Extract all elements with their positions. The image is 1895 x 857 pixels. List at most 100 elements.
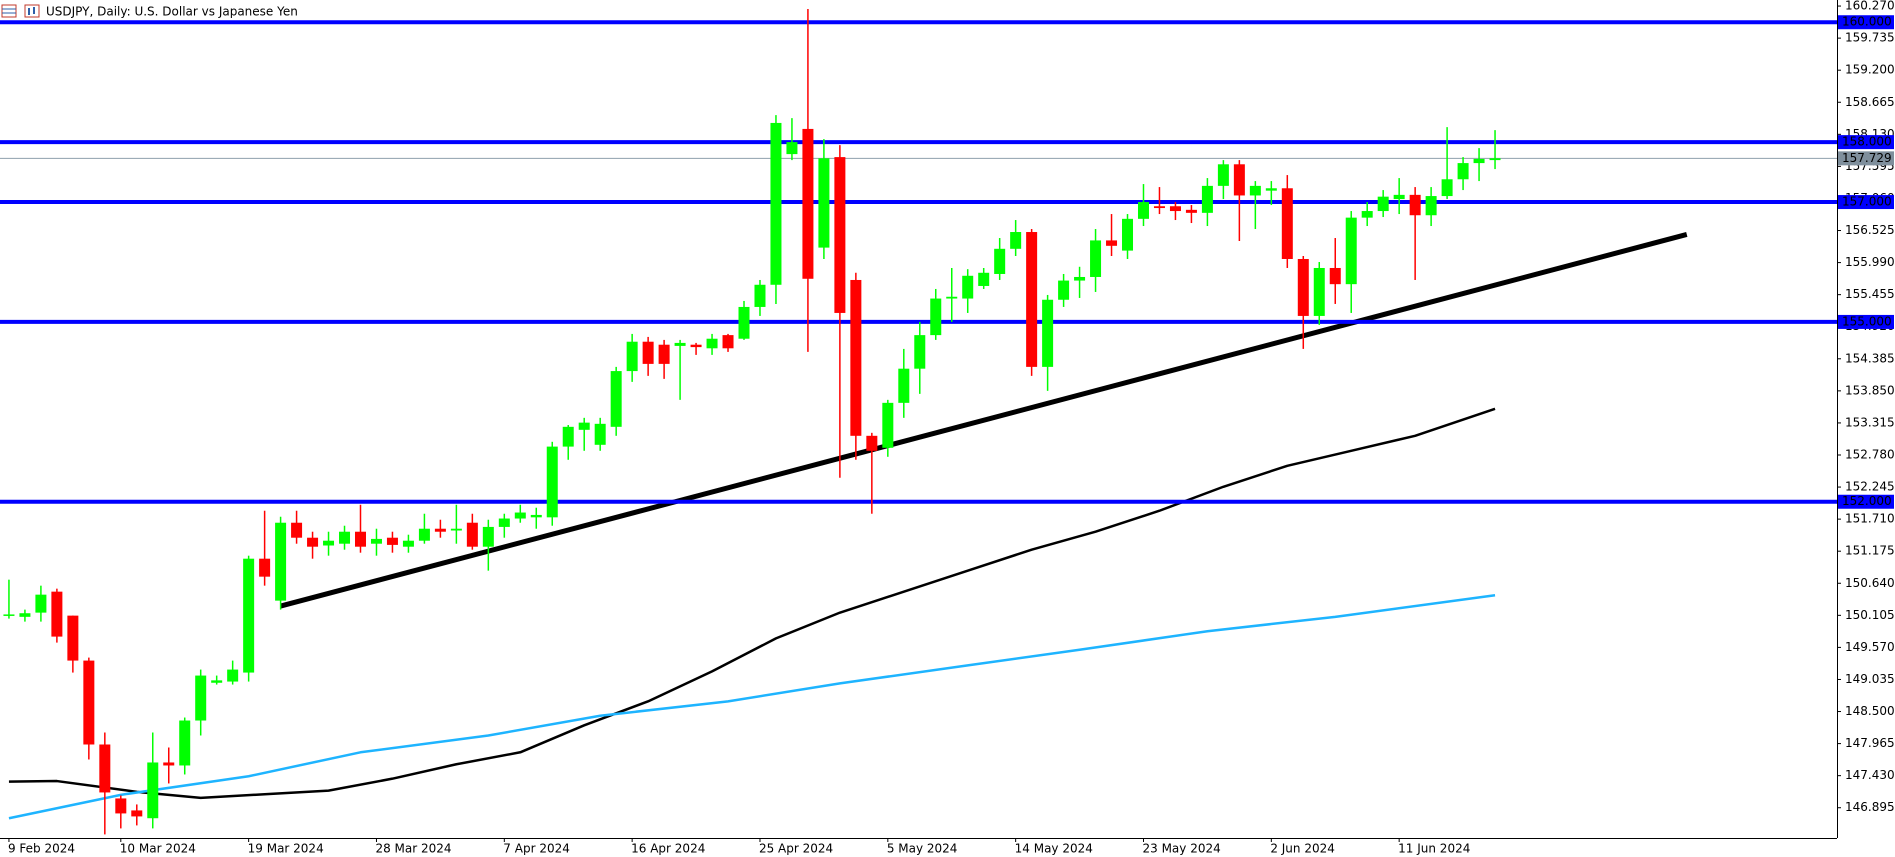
y-tick-label: 152.245 bbox=[1845, 480, 1895, 494]
x-tick-label: 25 Apr 2024 bbox=[759, 842, 833, 856]
candle-body bbox=[418, 528, 430, 541]
current-price-label-box bbox=[1838, 151, 1894, 166]
candle-body bbox=[642, 341, 654, 364]
candle-body bbox=[786, 142, 798, 155]
candle-body bbox=[1377, 196, 1389, 212]
candle-body bbox=[1441, 179, 1453, 197]
candle-body bbox=[1457, 163, 1469, 180]
candle-body bbox=[658, 344, 670, 364]
candle-body bbox=[1153, 206, 1165, 209]
candle-body bbox=[1393, 194, 1405, 200]
candle-body bbox=[850, 279, 862, 436]
candle-body bbox=[802, 128, 814, 279]
y-tick-label: 149.035 bbox=[1845, 672, 1895, 686]
candle-body bbox=[211, 680, 223, 683]
level-label-box bbox=[1838, 494, 1894, 509]
level-label-box bbox=[1838, 135, 1894, 150]
candle-body bbox=[1122, 218, 1134, 251]
candle-body bbox=[259, 558, 271, 577]
candle-body bbox=[1042, 299, 1054, 367]
candle-body bbox=[882, 402, 894, 448]
candle-body bbox=[131, 810, 143, 817]
candle-body bbox=[770, 122, 782, 285]
y-tick-label: 150.640 bbox=[1845, 576, 1895, 590]
current-price-label: 157.729 bbox=[1842, 151, 1892, 165]
y-tick-label: 159.735 bbox=[1845, 31, 1895, 45]
candle-body bbox=[99, 744, 111, 793]
candle-body bbox=[1489, 158, 1501, 161]
candle-body bbox=[179, 720, 191, 766]
x-tick-label: 19 Mar 2024 bbox=[248, 842, 324, 856]
candle-body bbox=[83, 660, 95, 745]
y-tick-label: 147.430 bbox=[1845, 768, 1895, 782]
moving-average bbox=[8, 594, 1496, 820]
candle-body bbox=[1329, 267, 1341, 285]
candle-body bbox=[1281, 188, 1293, 259]
candle-body bbox=[818, 158, 830, 248]
candle-body bbox=[530, 514, 542, 518]
candle-body bbox=[946, 296, 958, 299]
level-label: 152.000 bbox=[1842, 494, 1892, 508]
y-tick-label: 160.270 bbox=[1845, 0, 1895, 13]
candle-body bbox=[1265, 188, 1277, 191]
trendline bbox=[279, 232, 1688, 609]
candle-body bbox=[1361, 211, 1373, 218]
y-tick-label: 155.455 bbox=[1845, 287, 1895, 301]
y-tick-label: 146.895 bbox=[1845, 800, 1895, 814]
level-label: 160.000 bbox=[1842, 15, 1892, 29]
candle-body bbox=[1185, 209, 1197, 213]
y-tick-label: 151.175 bbox=[1845, 544, 1895, 558]
level-label: 158.000 bbox=[1842, 135, 1892, 149]
candle-body bbox=[610, 371, 622, 427]
candle-body bbox=[898, 368, 910, 403]
candle-body bbox=[67, 615, 79, 661]
candle-body bbox=[434, 528, 446, 532]
y-tick-label: 149.570 bbox=[1845, 640, 1895, 654]
candle-body bbox=[1297, 258, 1309, 316]
candle-body bbox=[450, 528, 462, 531]
candle-body bbox=[1473, 158, 1485, 164]
candle-body bbox=[275, 522, 287, 601]
candle-body bbox=[594, 423, 606, 445]
candle-body bbox=[147, 762, 159, 819]
candle-body bbox=[1010, 232, 1022, 249]
y-tick-label: 153.850 bbox=[1845, 383, 1895, 397]
candle-body bbox=[1345, 217, 1357, 285]
candle-body bbox=[227, 669, 239, 682]
candle-body bbox=[1074, 276, 1086, 281]
x-tick-label: 7 Apr 2024 bbox=[503, 842, 570, 856]
y-tick-label: 151.710 bbox=[1845, 512, 1895, 526]
candle-body bbox=[386, 537, 398, 545]
candle-body bbox=[1090, 240, 1102, 277]
candle-body bbox=[291, 522, 303, 538]
candle-body bbox=[994, 248, 1006, 274]
candle-body bbox=[930, 298, 942, 336]
candle-body bbox=[323, 540, 335, 546]
level-label-box bbox=[1838, 15, 1894, 30]
chart-title: USDJPY, Daily: U.S. Dollar vs Japanese Y… bbox=[46, 5, 298, 19]
candle-body bbox=[1313, 267, 1325, 316]
title-icons bbox=[1, 4, 40, 18]
level-label: 157.000 bbox=[1842, 195, 1892, 209]
candle-body bbox=[354, 531, 366, 547]
candle-body bbox=[962, 275, 974, 299]
candle-body bbox=[1217, 164, 1229, 186]
candle-body bbox=[1233, 164, 1245, 196]
x-tick-label: 10 Mar 2024 bbox=[120, 842, 196, 856]
candle-body bbox=[1106, 240, 1118, 246]
candle-body bbox=[1201, 185, 1213, 213]
moving-average bbox=[8, 407, 1496, 800]
candle-body bbox=[674, 342, 686, 346]
candle-body bbox=[690, 344, 702, 348]
candle-body bbox=[978, 272, 990, 286]
candle-body bbox=[195, 675, 207, 721]
candle-body bbox=[562, 426, 574, 447]
candle-body bbox=[1249, 185, 1261, 196]
level-label-box bbox=[1838, 314, 1894, 329]
candle-body bbox=[514, 512, 526, 519]
candle-body bbox=[1409, 194, 1421, 216]
candle-body bbox=[51, 591, 63, 637]
y-tick-label: 148.500 bbox=[1845, 704, 1895, 718]
candle-body bbox=[1058, 280, 1070, 300]
y-tick-label: 154.385 bbox=[1845, 351, 1895, 365]
